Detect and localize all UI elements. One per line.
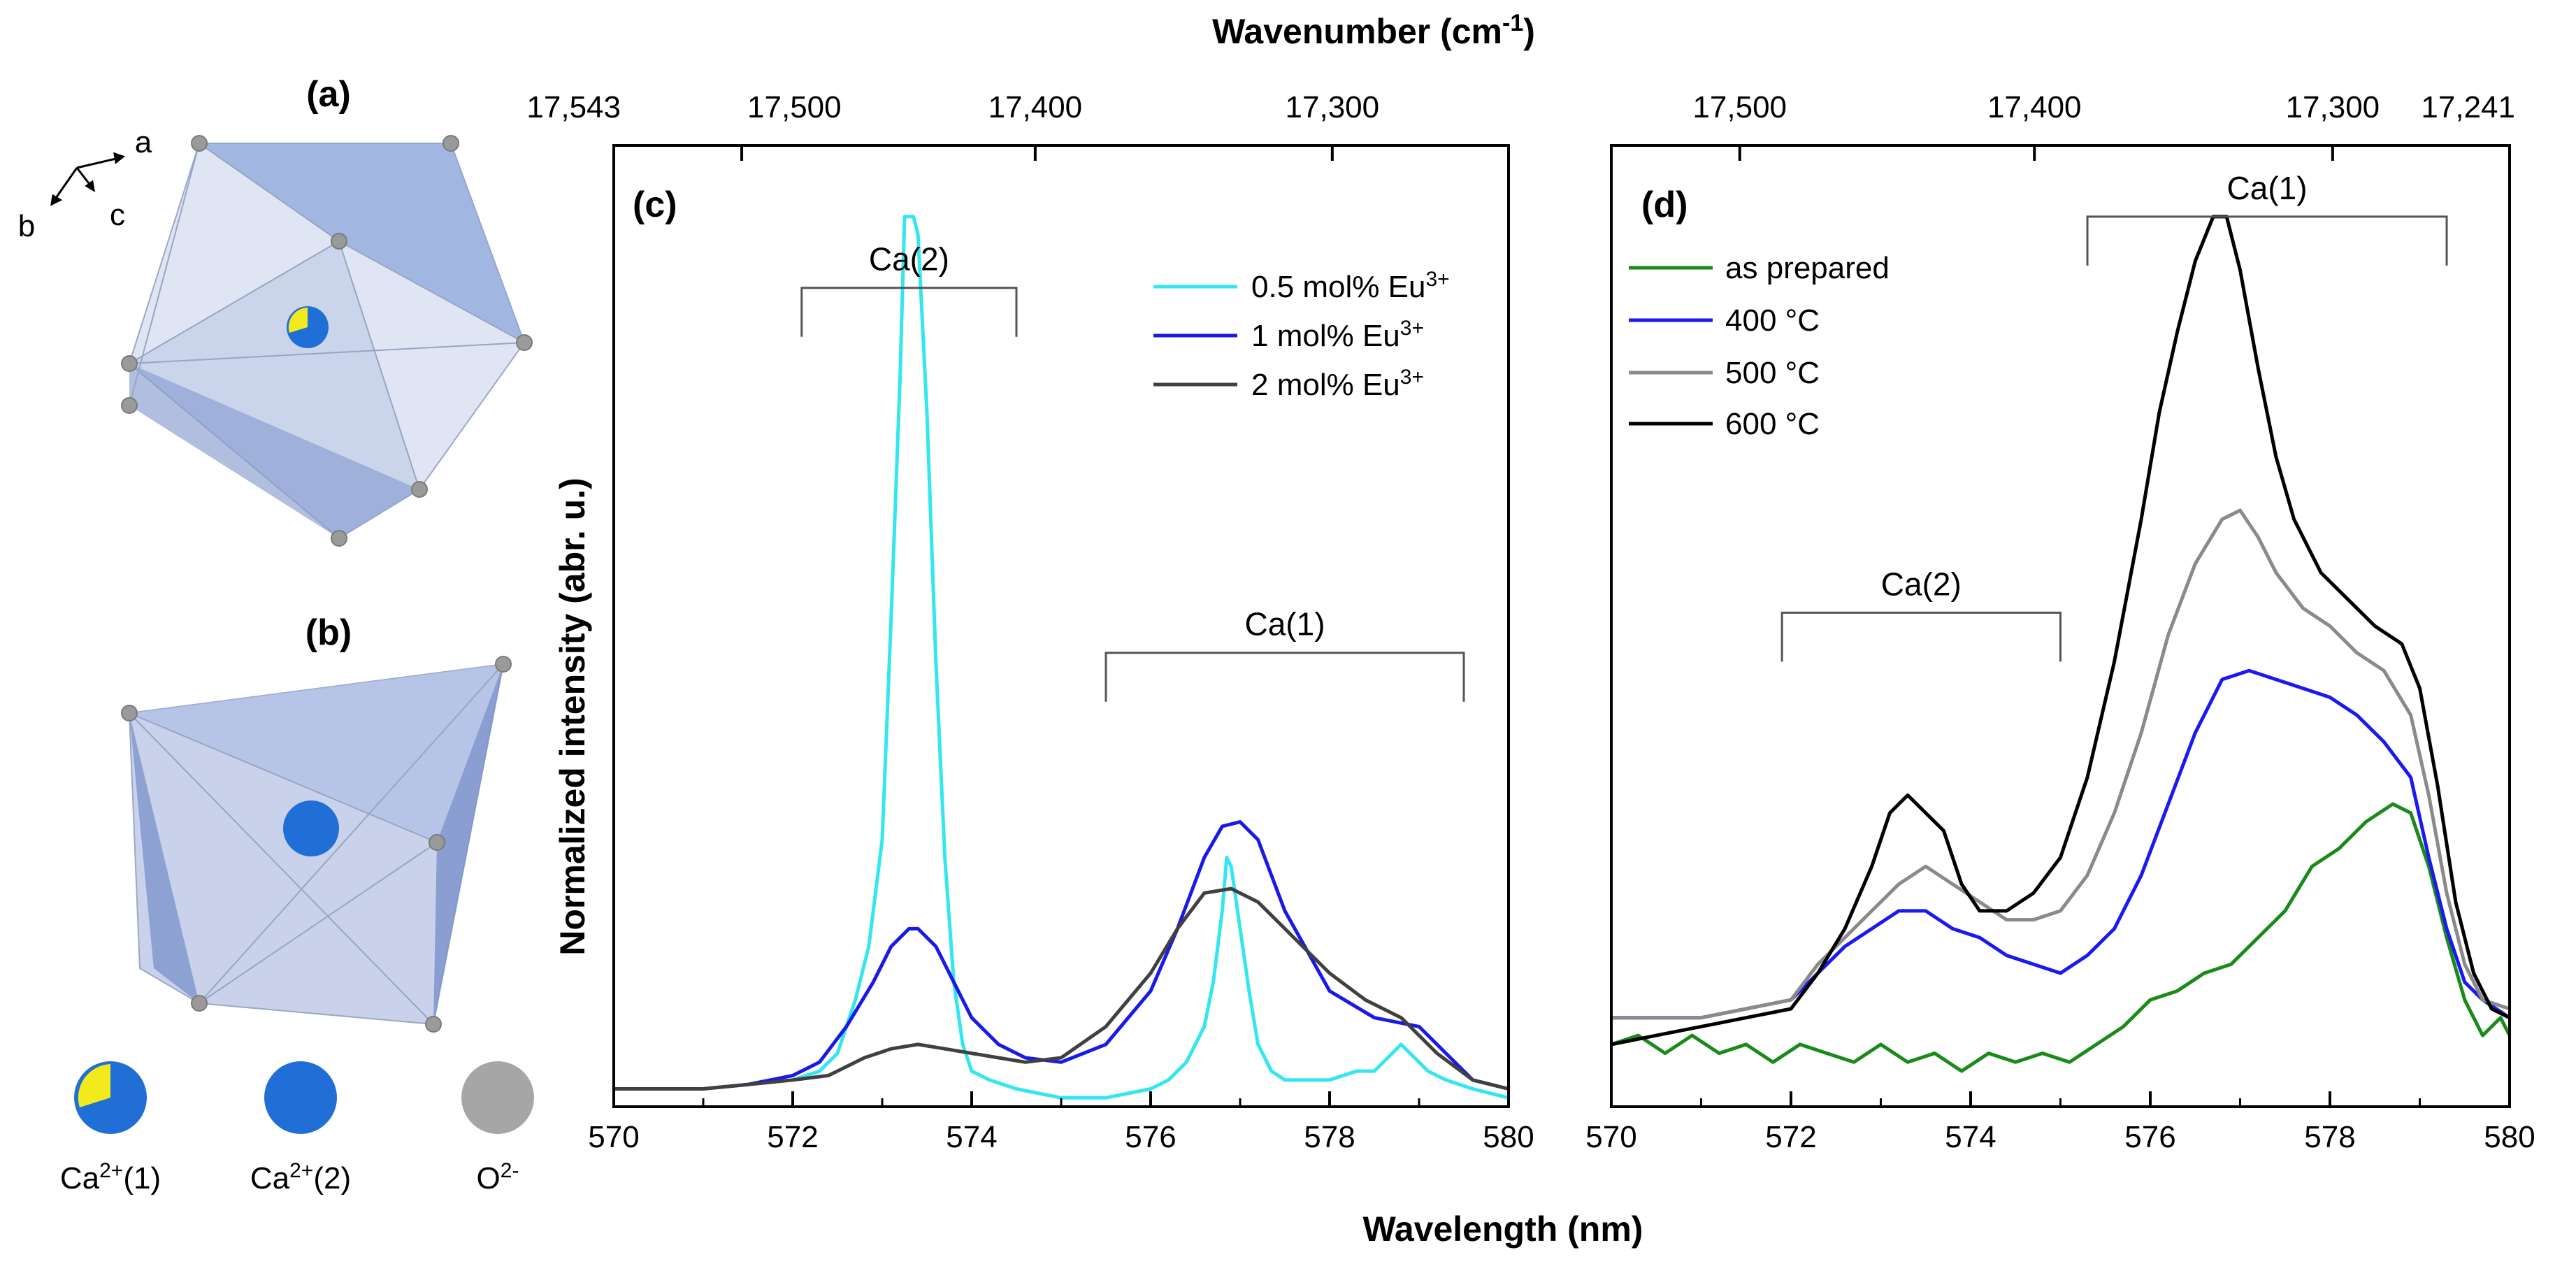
bracket-label-c-0: Ca(2) [869,241,949,278]
bracket-c-0 [800,287,1018,337]
atom-legend: Ca2+(1) Ca2+(2) O2- [60,1061,534,1195]
legend-label-c-2: 2 mol% Eu3+ [1251,366,1424,402]
x-tick-label-d-4: 578 [2304,1120,2355,1154]
x-tick-label-d-0: 570 [1585,1120,1636,1154]
axis-label-c: c [110,198,125,232]
x-tick-label-d-5: 580 [2484,1120,2535,1154]
series-line-d-3 [1611,215,2511,1047]
chart-c-series [614,215,1509,1100]
series-line-d-2 [1611,508,2510,1020]
legend-oxygen-icon [461,1061,534,1134]
panel-label-b: (b) [305,612,352,653]
top-tick-label-c-1: 17,500 [747,90,842,124]
x-tick-label-c-3: 576 [1125,1120,1176,1154]
series-line-c-1 [614,820,1509,1091]
x-tick-label-c-5: 580 [1483,1120,1534,1154]
y-axis-title: Normalized intensity (abr. u.) [553,477,592,955]
top-tick-label-c-3: 17,300 [1286,90,1380,124]
chart-panel-c: (c) Ca(2) Ca(1) 570 572 574 576 578 580 17,543 1… [526,90,1534,1154]
panel-label-a: (a) [306,74,351,115]
x-tick-label-c-0: 570 [588,1120,639,1154]
bracket-label-d-1: Ca(1) [2227,170,2308,206]
top-tick-label-c-2: 17,400 [988,90,1083,124]
series-line-d-0 [1611,802,2512,1073]
legend-label-d-0: as prepared [1725,251,1890,285]
chart-d-frame [1610,144,2511,1108]
bracket-d-0 [1780,611,2061,662]
top-axis-title: Wavenumber (cm-1) [1212,10,1535,51]
x-tick-label-c-2: 574 [946,1120,997,1154]
x-tick-label-d-1: 572 [1765,1120,1816,1154]
chart-d-brackets: Ca(2) Ca(1) [1780,170,2448,662]
chart-c-ticks: 570 572 574 576 578 580 17,543 17,500 17,400 17,3… [526,90,1534,1154]
oxygen-atoms-b [121,656,512,1033]
legend-ca2-label: Ca2+(2) [250,1159,351,1195]
chart-c-legend: 0.5 mol% Eu3+ 1 mol% Eu3+ 2 mol% Eu3+ [1153,268,1450,402]
bracket-d-1 [2086,215,2448,266]
bracket-c-1 [1104,652,1465,702]
series-line-d-1 [1611,668,2511,1020]
legend-label-c-1: 1 mol% Eu3+ [1251,317,1424,353]
legend-ca1-label: Ca2+(1) [60,1159,161,1195]
legend-label-d-1: 400 °C [1725,303,1820,338]
chart-panel-d: (d) Ca(2) Ca(1) 570 572 574 576 578 580 17,500 1… [1585,90,2535,1154]
bracket-label-c-1: Ca(1) [1244,606,1325,642]
top-tick-label-d-1: 17,400 [1987,90,2082,124]
bracket-label-d-0: Ca(2) [1881,566,1962,602]
ca1-atom-cut [288,308,308,333]
x-tick-label-c-4: 578 [1304,1120,1355,1154]
structure-panels: (a) (b) a b c [18,74,534,1195]
legend-ca1-cut [78,1064,110,1107]
x-tick-label-d-2: 574 [1945,1120,1996,1154]
ca2-atom-icon [283,800,339,856]
legend-ca2-icon [264,1061,337,1134]
x-axis-title: Wavelength (nm) [1363,1209,1643,1249]
panel-label-d: (d) [1641,185,1688,225]
top-tick-label-d-0: 17,500 [1692,90,1787,124]
series-line-c-0 [614,215,1509,1100]
top-tick-label-c-0: 17,543 [526,90,621,124]
chart-d-series [1611,215,2512,1073]
chart-d-legend: as prepared 400 °C 500 °C 600 °C [1629,251,1890,441]
ca1-polyhedron [128,143,526,540]
legend-oxygen-label: O2- [477,1159,519,1195]
crystal-axes-icon [50,152,126,206]
chart-c-brackets: Ca(2) Ca(1) [800,241,1465,702]
legend-label-d-3: 600 °C [1725,407,1820,441]
chart-d-ticks: 570 572 574 576 578 580 17,500 17,400 17,300 17,2… [1585,90,2535,1154]
x-tick-label-d-3: 576 [2124,1120,2175,1154]
oxygen-atoms-a [121,135,533,547]
legend-label-d-2: 500 °C [1725,356,1820,390]
top-tick-label-d-3: 17,241 [2421,90,2515,124]
legend-label-c-0: 0.5 mol% Eu3+ [1251,268,1450,304]
top-tick-label-d-2: 17,300 [2286,90,2380,124]
axis-label-b: b [18,209,35,243]
panel-label-c: (c) [633,185,677,225]
axis-label-a: a [135,125,152,159]
x-tick-label-c-1: 572 [767,1120,818,1154]
chart-c-frame [612,144,1510,1108]
series-line-c-2 [614,886,1509,1091]
